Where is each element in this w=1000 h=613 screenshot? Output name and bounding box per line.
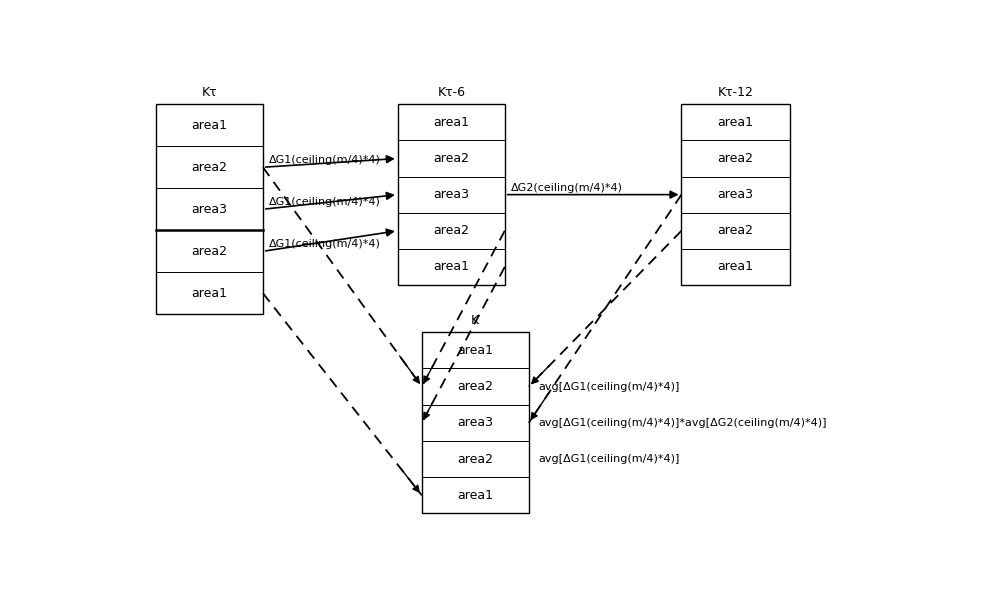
Text: area2: area2 (718, 224, 754, 237)
Bar (422, 332, 529, 514)
Text: area3: area3 (457, 416, 493, 429)
Bar (681, 104, 790, 285)
Text: K: K (471, 314, 479, 327)
Text: avg[ΔG1(ceiling(m/4)*4)]: avg[ΔG1(ceiling(m/4)*4)] (538, 454, 679, 464)
Text: ΔG1(ceiling(m/4)*4): ΔG1(ceiling(m/4)*4) (269, 155, 381, 166)
Text: ΔG1(ceiling(m/4)*4): ΔG1(ceiling(m/4)*4) (269, 240, 381, 249)
Bar (156, 104, 263, 314)
Text: area1: area1 (433, 261, 469, 273)
Text: area2: area2 (191, 161, 227, 173)
Text: area1: area1 (718, 116, 754, 129)
Text: Kτ-12: Kτ-12 (718, 86, 754, 99)
Bar (398, 104, 505, 285)
Text: area2: area2 (718, 152, 754, 165)
Text: Kτ-6: Kτ-6 (437, 86, 465, 99)
Text: area2: area2 (433, 152, 469, 165)
Text: ΔG1(ceiling(m/4)*4): ΔG1(ceiling(m/4)*4) (269, 197, 381, 207)
Text: area1: area1 (457, 344, 493, 357)
Text: area2: area2 (457, 452, 493, 466)
Text: area1: area1 (433, 116, 469, 129)
Text: area1: area1 (191, 119, 227, 132)
Text: area3: area3 (433, 188, 469, 201)
Text: area2: area2 (433, 224, 469, 237)
Text: area1: area1 (718, 261, 754, 273)
Text: avg[ΔG1(ceiling(m/4)*4)]: avg[ΔG1(ceiling(m/4)*4)] (538, 382, 679, 392)
Text: Kτ: Kτ (202, 86, 217, 99)
Text: area2: area2 (191, 245, 227, 258)
Text: area1: area1 (191, 287, 227, 300)
Text: avg[ΔG1(ceiling(m/4)*4)]*avg[ΔG2(ceiling(m/4)*4)]: avg[ΔG1(ceiling(m/4)*4)]*avg[ΔG2(ceiling… (538, 418, 827, 428)
Text: area1: area1 (457, 489, 493, 502)
Text: area3: area3 (191, 203, 227, 216)
Text: area3: area3 (718, 188, 754, 201)
Text: ΔG2(ceiling(m/4)*4): ΔG2(ceiling(m/4)*4) (511, 183, 623, 192)
Text: area2: area2 (457, 380, 493, 393)
